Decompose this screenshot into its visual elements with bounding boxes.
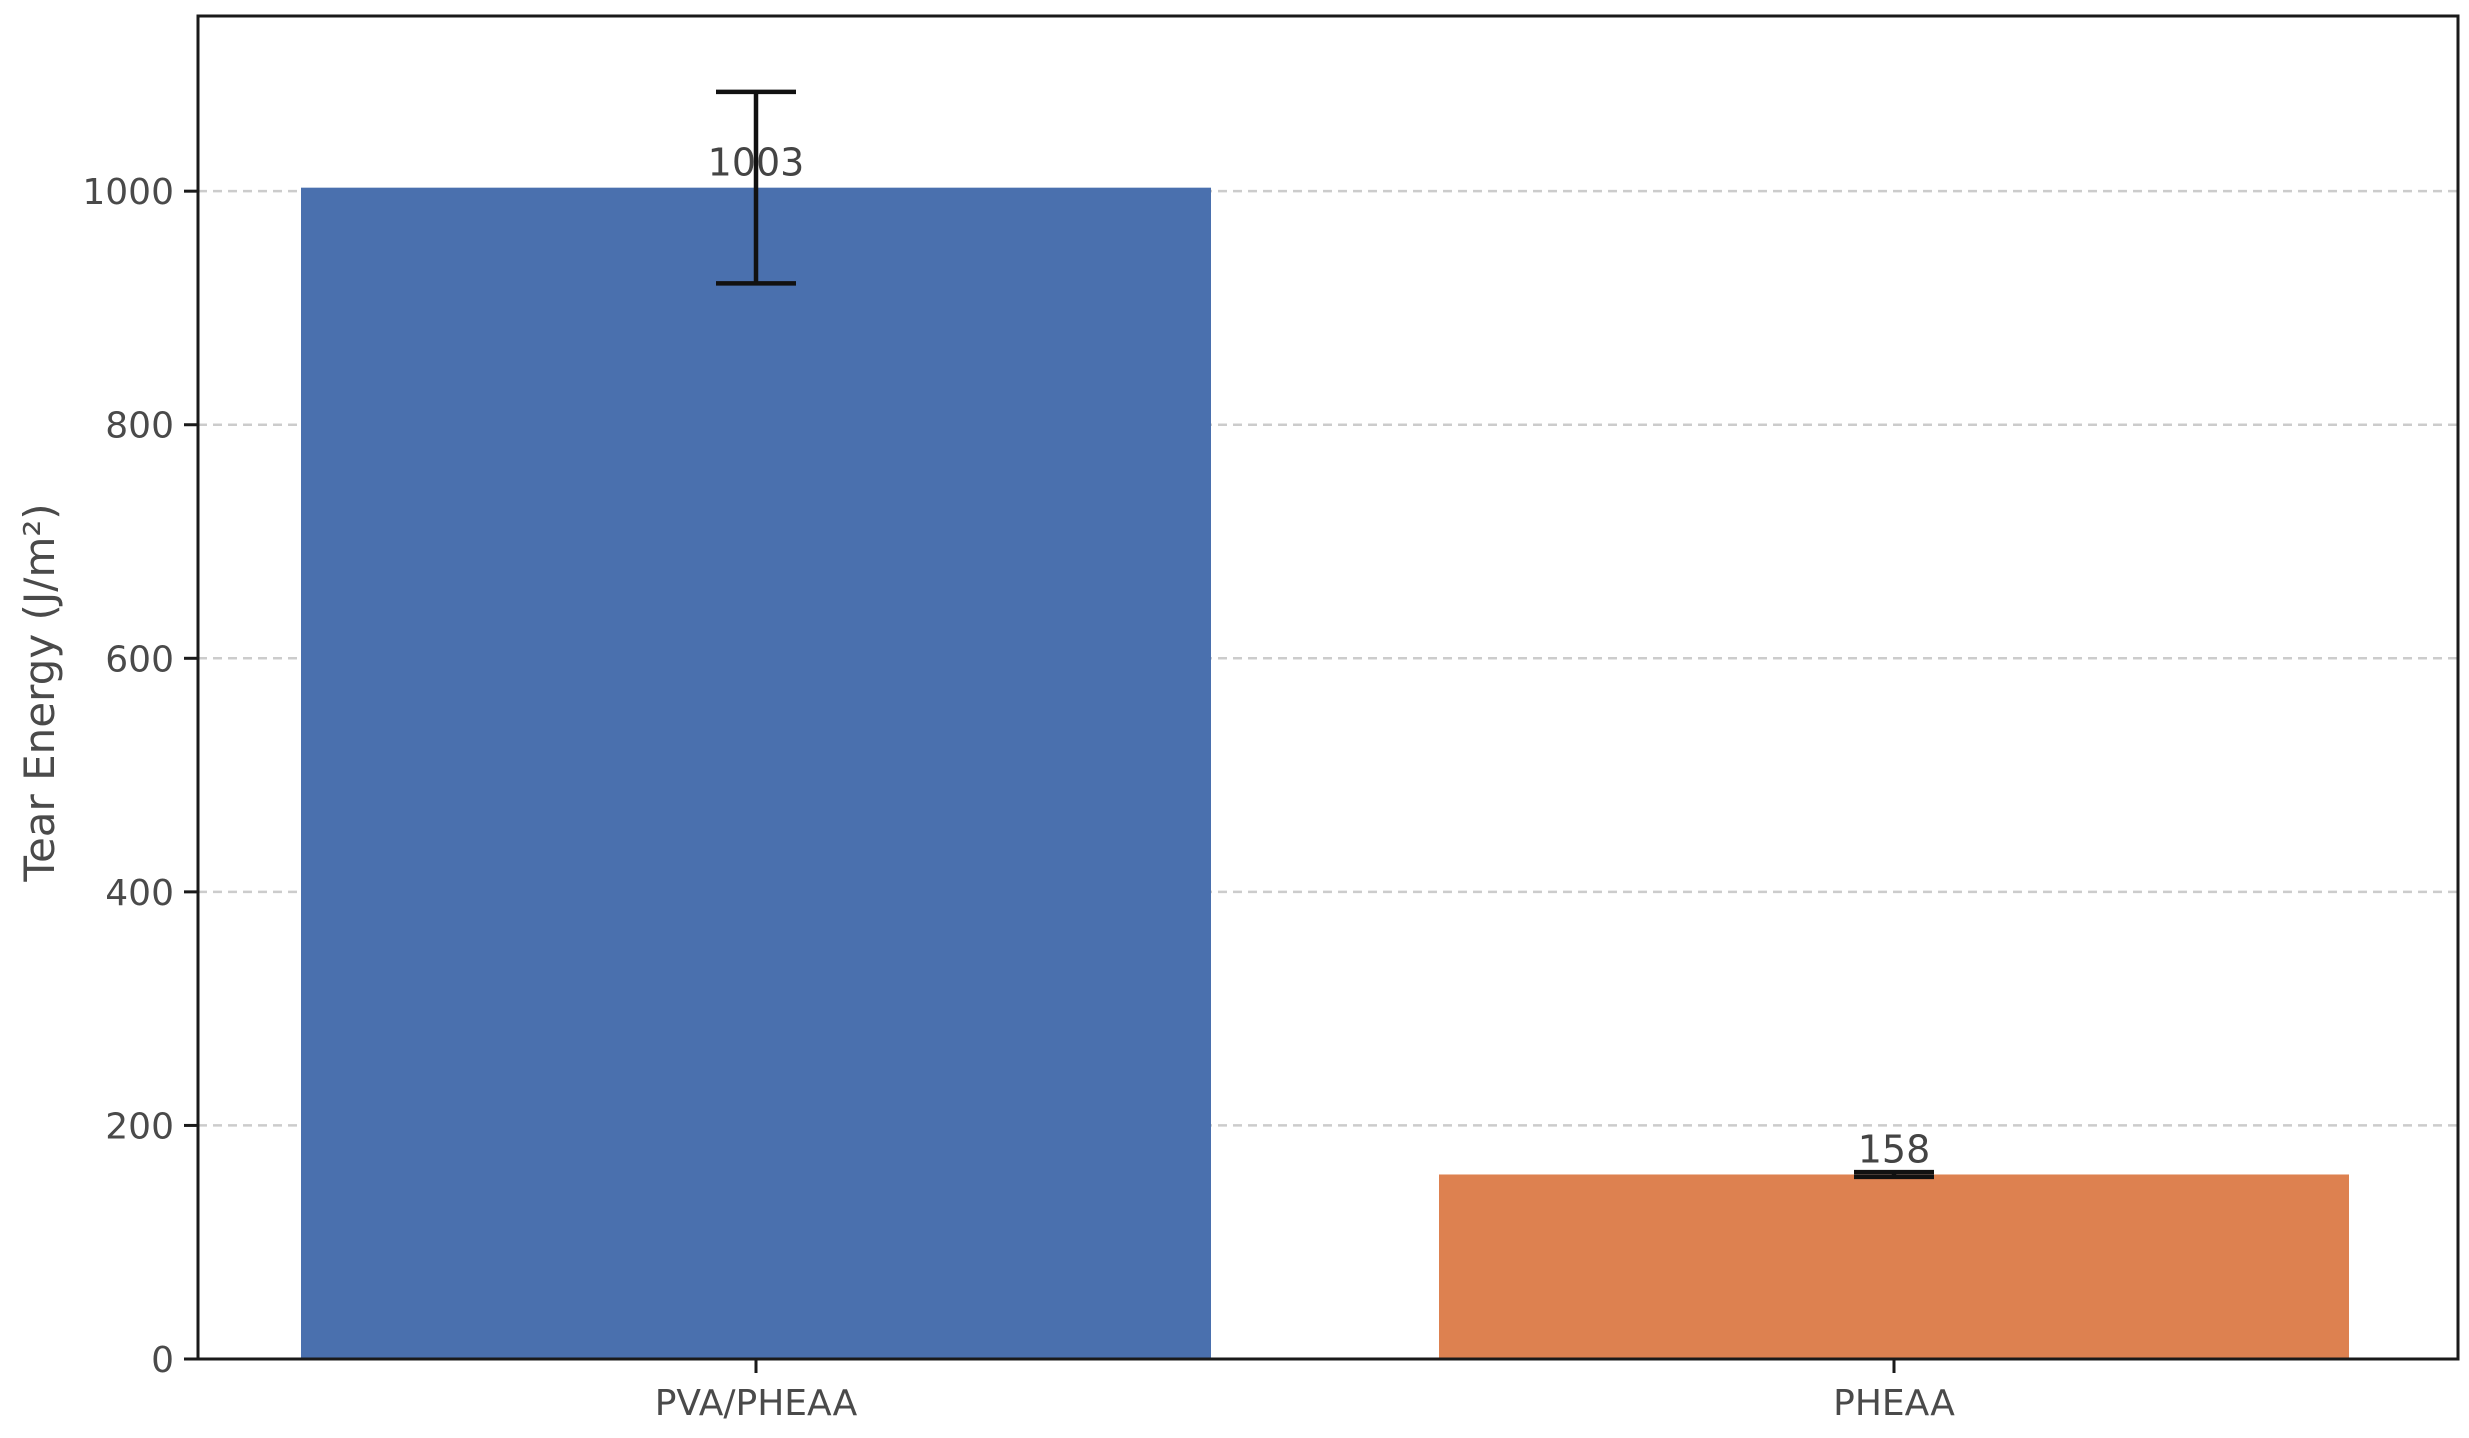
y-tick-label: 0 (151, 1340, 174, 1381)
error-bars (716, 89, 1934, 1180)
bars (301, 187, 2349, 1360)
y-axis-title: Tear Energy (J/m²) (15, 503, 64, 882)
x-axis-ticks: PVA/PHEAA PHEAA (655, 1359, 1955, 1424)
y-tick-label: 200 (105, 1106, 174, 1147)
y-tick-label: 800 (105, 406, 174, 447)
x-tick-label: PVA/PHEAA (655, 1383, 858, 1424)
y-tick-label: 600 (105, 639, 174, 680)
data-label: 1003 (708, 141, 805, 185)
data-label: 158 (1858, 1127, 1931, 1171)
bar (1439, 1174, 2349, 1359)
plot-frame (196, 14, 2460, 1361)
y-axis-ticks: 0 200 400 600 800 1000 (82, 172, 198, 1381)
data-labels: 1003 158 (708, 141, 1931, 1172)
bar (301, 187, 1211, 1360)
x-tick-label: PHEAA (1833, 1383, 1955, 1424)
y-tick-label: 1000 (82, 172, 174, 213)
y-tick-label: 400 (105, 873, 174, 914)
